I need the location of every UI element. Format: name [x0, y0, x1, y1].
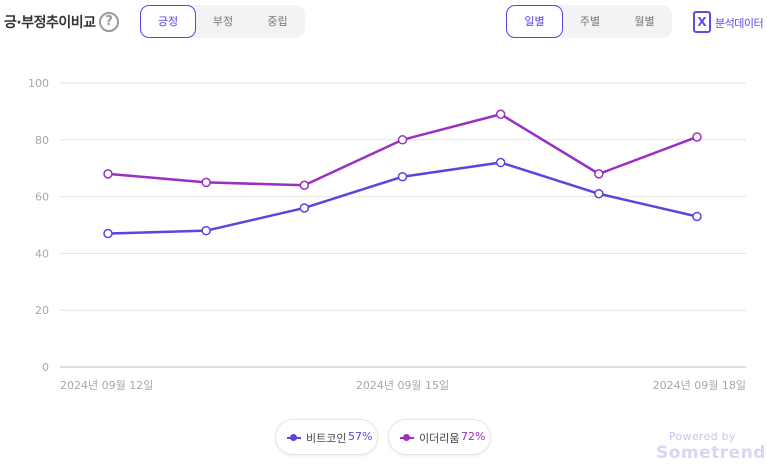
legend-marker [290, 434, 297, 441]
legend-marker [403, 434, 410, 441]
data-point-series-2 [299, 180, 310, 190]
tab-negative[interactable]: 부정 [212, 15, 234, 28]
data-point-series-1 [201, 225, 211, 236]
export-label: 분석데이터 [715, 17, 764, 30]
x-tick-label: 2024년 09월 12일 [60, 378, 153, 392]
y-tick-label: 100 [28, 77, 49, 90]
chart-title: 긍·부정추이비교 [4, 15, 96, 31]
data-point-series-1 [692, 211, 702, 222]
y-tick-label: 20 [35, 304, 49, 317]
tab-monthly[interactable]: 월별 [634, 15, 655, 28]
excel-icon: X [693, 11, 711, 33]
legend-percent: 57% [348, 430, 373, 443]
chart-header: 긍·부정추이비교 ? 긍정 부정 중립 일별 주별 월별 X 분석데이터 [0, 0, 767, 46]
y-tick-label: 80 [35, 134, 49, 147]
data-point-series-2 [201, 177, 211, 188]
y-tick-label: 60 [35, 191, 49, 204]
powered-by-label: Powered by [669, 430, 736, 443]
tab-weekly[interactable]: 주별 [579, 15, 601, 28]
legend-label: 비트코인 [306, 432, 347, 445]
tab-daily[interactable]: 일별 [506, 5, 563, 38]
period-tab-group: 일별 주별 월별 [506, 5, 672, 38]
data-point-series-2 [397, 135, 408, 145]
data-point-series-2 [594, 169, 604, 179]
tab-neutral[interactable]: 중립 [267, 15, 288, 28]
legend-item-series-2[interactable]: 이더리움 72% [388, 419, 491, 455]
data-point-series-1 [299, 203, 310, 213]
y-tick-label: 0 [42, 361, 49, 374]
brand-logo: Sometrend [656, 443, 766, 463]
tab-positive[interactable]: 긍정 [140, 5, 196, 38]
data-point-series-1 [103, 228, 113, 239]
data-point-series-2 [103, 169, 113, 179]
x-tick-label: 2024년 09월 15일 [356, 378, 449, 392]
data-point-series-1 [397, 171, 408, 182]
help-icon[interactable]: ? [99, 12, 119, 32]
data-point-series-1 [594, 189, 604, 199]
y-tick-label: 40 [35, 247, 49, 260]
legend-percent: 72% [461, 430, 486, 443]
data-point-series-2 [495, 109, 506, 119]
legend-item-series-1[interactable]: 비트코인 57% [275, 419, 378, 455]
data-point-series-2 [692, 132, 702, 142]
x-tick-label: 2024년 09월 18일 [653, 378, 746, 392]
legend-label: 이더리움 [419, 432, 460, 445]
sentiment-tab-group: 긍정 부정 중립 [140, 5, 305, 38]
data-point-series-1 [495, 157, 506, 168]
